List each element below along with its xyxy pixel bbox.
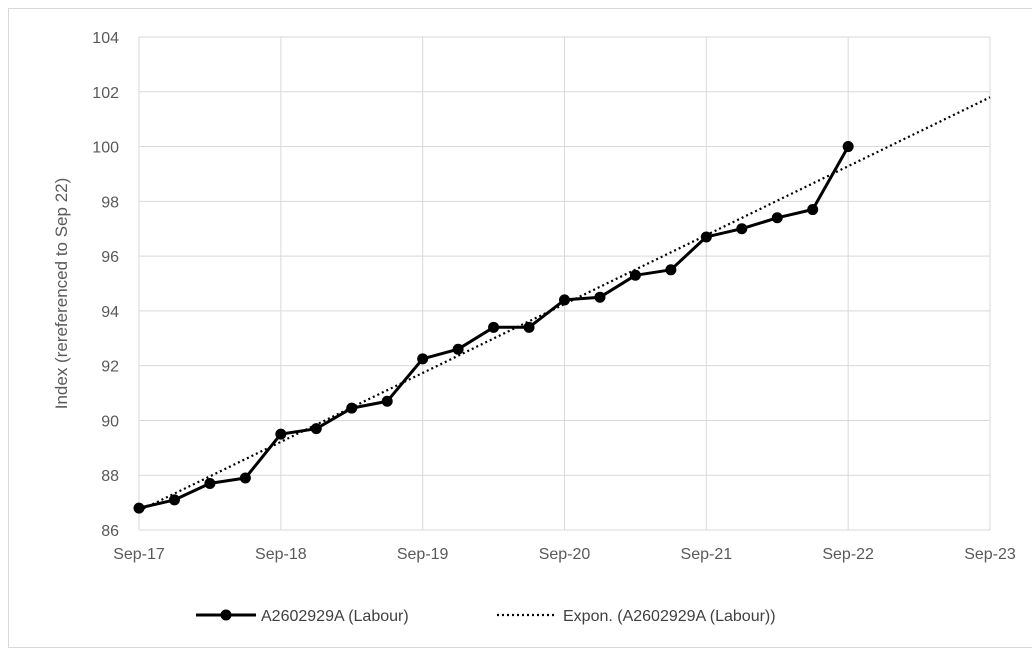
y-tick-label: 104: [92, 30, 119, 47]
y-tick-label: 102: [92, 85, 119, 102]
x-tick-label: Sep-19: [397, 546, 449, 563]
data-point: [665, 264, 677, 276]
data-point: [310, 423, 322, 435]
y-tick-label: 88: [101, 468, 119, 485]
legend: A2602929A (Labour) Expon. (A2602929A (La…: [196, 608, 776, 625]
data-point: [204, 477, 216, 489]
data-point: [168, 494, 180, 506]
data-point: [842, 141, 854, 153]
data-point: [239, 472, 251, 484]
data-point: [736, 223, 748, 235]
data-point: [381, 395, 393, 407]
y-tick-label: 86: [101, 523, 119, 540]
x-tick-labels: Sep-17 Sep-18 Sep-19 Sep-20 Sep-21 Sep-22 Sep-…: [113, 546, 1016, 563]
data-point: [629, 269, 641, 281]
data-point: [771, 212, 783, 224]
legend-label-labour: A2602929A (Labour): [261, 608, 409, 625]
x-tick-label: Sep-22: [822, 546, 874, 563]
y-tick-label: 94: [101, 304, 119, 321]
legend-marker-labour: [220, 609, 232, 621]
data-point: [133, 502, 145, 514]
data-point: [523, 321, 535, 333]
y-axis-title: Index (rereferenced to Sep 22): [52, 178, 71, 410]
x-tick-label: Sep-20: [539, 546, 591, 563]
x-tick-label: Sep-18: [255, 546, 307, 563]
data-point: [700, 231, 712, 243]
y-tick-label: 96: [101, 249, 119, 266]
y-tick-label: 98: [101, 194, 119, 211]
x-tick-label: Sep-23: [964, 546, 1016, 563]
gridlines: [138, 36, 991, 531]
x-tick-label: Sep-21: [681, 546, 733, 563]
y-tick-label: 92: [101, 359, 119, 376]
data-point: [559, 294, 570, 306]
data-point: [346, 402, 358, 414]
data-point: [594, 291, 606, 303]
y-tick-label: 100: [92, 140, 119, 157]
legend-label-expon: Expon. (A2602929A (Labour)): [563, 608, 776, 625]
y-tick-labels: 86 88 90 92 94 96 98 100 102 104: [92, 30, 119, 540]
data-point: [417, 353, 429, 365]
y-tick-label: 90: [101, 413, 119, 430]
data-point: [807, 204, 819, 216]
data-point: [488, 321, 500, 333]
x-tick-label: Sep-17: [113, 546, 165, 563]
data-point: [452, 343, 464, 355]
series-layer: [133, 96, 991, 514]
data-point: [275, 428, 287, 440]
